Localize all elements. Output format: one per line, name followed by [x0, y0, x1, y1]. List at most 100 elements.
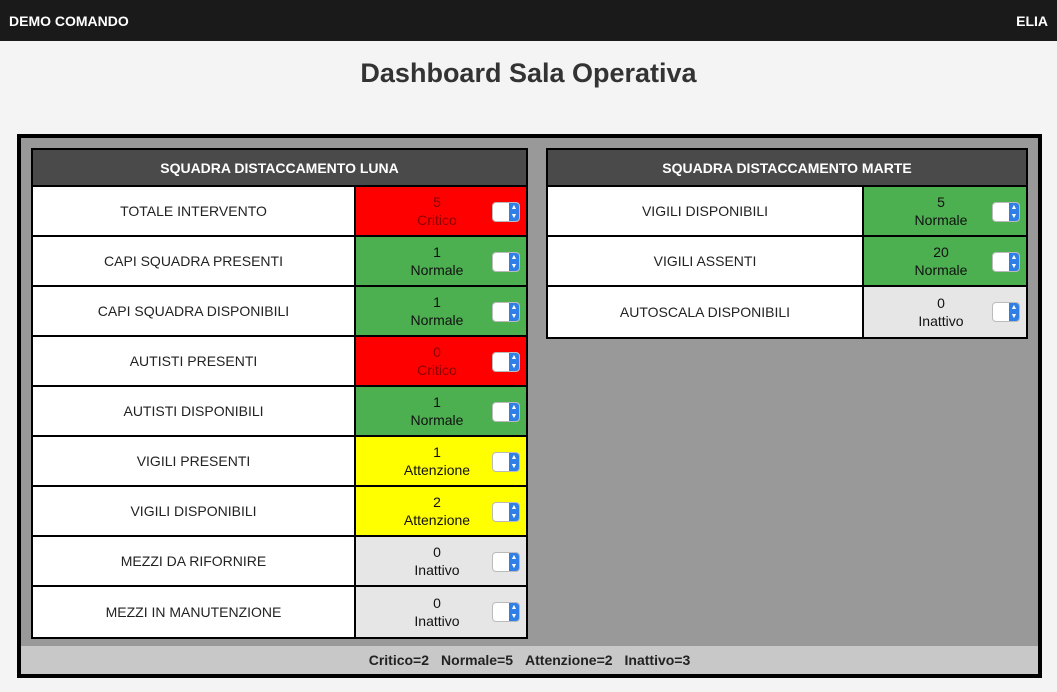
status-value: 0: [937, 295, 945, 311]
row-label: MEZZI DA RIFORNIRE: [33, 537, 356, 585]
status-cell: 1 Attenzione ▲ ▼: [356, 437, 526, 485]
select-updown-icon: ▲ ▼: [509, 303, 519, 321]
top-navbar: DEMO COMANDO ELIA: [0, 0, 1057, 41]
panel-luna: SQUADRA DISTACCAMENTO LUNA TOTALE INTERV…: [31, 148, 528, 639]
table-row: VIGILI PRESENTI 1 Attenzione ▲ ▼: [33, 437, 526, 487]
select-updown-icon: ▲ ▼: [509, 503, 519, 521]
table-row: AUTISTI DISPONIBILI 1 Normale ▲ ▼: [33, 387, 526, 437]
table-row: CAPI SQUADRA PRESENTI 1 Normale ▲ ▼: [33, 237, 526, 287]
status-cell: 2 Attenzione ▲ ▼: [356, 487, 526, 535]
status-text: Normale: [410, 312, 464, 328]
select-updown-icon: ▲ ▼: [509, 253, 519, 271]
status-select[interactable]: ▲ ▼: [992, 302, 1020, 322]
status-select[interactable]: ▲ ▼: [492, 402, 520, 422]
table-row: AUTOSCALA DISPONIBILI 0 Inattivo ▲ ▼: [548, 287, 1026, 337]
row-label: VIGILI ASSENTI: [548, 237, 864, 285]
dashboard-frame: SQUADRA DISTACCAMENTO LUNA TOTALE INTERV…: [17, 134, 1042, 678]
select-updown-icon: ▲ ▼: [509, 353, 519, 371]
table-row: TOTALE INTERVENTO 5 Critico ▲ ▼: [33, 187, 526, 237]
status-value: 0: [433, 344, 441, 360]
status-value: 5: [433, 194, 441, 210]
panel-marte: SQUADRA DISTACCAMENTO MARTE VIGILI DISPO…: [546, 148, 1028, 339]
status-cell: 0 Inattivo ▲ ▼: [864, 287, 1026, 337]
row-label: AUTISTI PRESENTI: [33, 337, 356, 385]
user-menu[interactable]: ELIA: [1016, 12, 1048, 29]
row-label: VIGILI DISPONIBILI: [33, 487, 356, 535]
summary-normale: Normale=5: [441, 652, 514, 668]
status-cell: 5 Normale ▲ ▼: [864, 187, 1026, 235]
status-text: Inattivo: [918, 313, 964, 329]
row-label: MEZZI IN MANUTENZIONE: [33, 587, 356, 637]
status-text: Critico: [417, 212, 457, 228]
select-updown-icon: ▲ ▼: [509, 603, 519, 621]
status-text: Normale: [914, 212, 968, 228]
row-label: AUTOSCALA DISPONIBILI: [548, 287, 864, 337]
summary-attenzione: Attenzione=2: [525, 652, 613, 668]
row-label: CAPI SQUADRA DISPONIBILI: [33, 287, 356, 335]
status-text: Attenzione: [403, 462, 471, 478]
status-select[interactable]: ▲ ▼: [992, 202, 1020, 222]
status-cell: 0 Inattivo ▲ ▼: [356, 537, 526, 585]
status-cell: 20 Normale ▲ ▼: [864, 237, 1026, 285]
select-updown-icon: ▲ ▼: [1009, 253, 1019, 271]
status-text: Critico: [417, 362, 457, 378]
table-row: MEZZI IN MANUTENZIONE 0 Inattivo ▲ ▼: [33, 587, 526, 637]
status-value: 5: [937, 194, 945, 210]
status-text: Normale: [914, 262, 968, 278]
status-cell: 1 Normale ▲ ▼: [356, 237, 526, 285]
status-select[interactable]: ▲ ▼: [492, 252, 520, 272]
panel-header: SQUADRA DISTACCAMENTO LUNA: [33, 150, 526, 187]
panel-rows: VIGILI DISPONIBILI 5 Normale ▲ ▼ VIGILI ASSEN…: [548, 187, 1026, 337]
status-text: Attenzione: [403, 512, 471, 528]
row-label: VIGILI DISPONIBILI: [548, 187, 864, 235]
status-text: Normale: [410, 412, 464, 428]
panel-rows: TOTALE INTERVENTO 5 Critico ▲ ▼ CAPI SQUADRA …: [33, 187, 526, 637]
row-label: AUTISTI DISPONIBILI: [33, 387, 356, 435]
status-cell: 1 Normale ▲ ▼: [356, 287, 526, 335]
status-text: Inattivo: [414, 613, 460, 629]
status-select[interactable]: ▲ ▼: [492, 302, 520, 322]
status-value: 1: [433, 394, 441, 410]
status-text: Normale: [410, 262, 464, 278]
status-value: 1: [433, 444, 441, 460]
row-label: CAPI SQUADRA PRESENTI: [33, 237, 356, 285]
select-updown-icon: ▲ ▼: [509, 203, 519, 221]
status-cell: 1 Normale ▲ ▼: [356, 387, 526, 435]
status-value: 2: [433, 494, 441, 510]
status-value: 0: [433, 595, 441, 611]
select-updown-icon: ▲ ▼: [1009, 203, 1019, 221]
row-label: TOTALE INTERVENTO: [33, 187, 356, 235]
status-cell: 0 Inattivo ▲ ▼: [356, 587, 526, 637]
page-title: Dashboard Sala Operativa: [360, 58, 697, 88]
summary-critico: Critico=2: [368, 652, 430, 668]
status-select[interactable]: ▲ ▼: [492, 502, 520, 522]
status-summary-bar: Critico=2 Normale=5 Attenzione=2 Inattiv…: [21, 646, 1038, 674]
status-value: 20: [933, 244, 949, 260]
brand-link[interactable]: DEMO COMANDO: [9, 12, 129, 29]
status-value: 1: [433, 244, 441, 260]
status-text: Inattivo: [414, 562, 460, 578]
status-cell: 0 Critico ▲ ▼: [356, 337, 526, 385]
table-row: MEZZI DA RIFORNIRE 0 Inattivo ▲ ▼: [33, 537, 526, 587]
table-row: VIGILI DISPONIBILI 5 Normale ▲ ▼: [548, 187, 1026, 237]
summary-inattivo: Inattivo=3: [624, 652, 691, 668]
status-value: 0: [433, 544, 441, 560]
status-select[interactable]: ▲ ▼: [492, 602, 520, 622]
panel-header: SQUADRA DISTACCAMENTO MARTE: [548, 150, 1026, 187]
status-value: 1: [433, 294, 441, 310]
status-select[interactable]: ▲ ▼: [992, 252, 1020, 272]
status-select[interactable]: ▲ ▼: [492, 352, 520, 372]
table-row: VIGILI DISPONIBILI 2 Attenzione ▲ ▼: [33, 487, 526, 537]
status-select[interactable]: ▲ ▼: [492, 552, 520, 572]
table-row: AUTISTI PRESENTI 0 Critico ▲ ▼: [33, 337, 526, 387]
select-updown-icon: ▲ ▼: [509, 553, 519, 571]
select-updown-icon: ▲ ▼: [509, 403, 519, 421]
row-label: VIGILI PRESENTI: [33, 437, 356, 485]
select-updown-icon: ▲ ▼: [1009, 303, 1019, 321]
status-cell: 5 Critico ▲ ▼: [356, 187, 526, 235]
status-select[interactable]: ▲ ▼: [492, 452, 520, 472]
select-updown-icon: ▲ ▼: [509, 453, 519, 471]
table-row: VIGILI ASSENTI 20 Normale ▲ ▼: [548, 237, 1026, 287]
status-select[interactable]: ▲ ▼: [492, 202, 520, 222]
table-row: CAPI SQUADRA DISPONIBILI 1 Normale ▲ ▼: [33, 287, 526, 337]
